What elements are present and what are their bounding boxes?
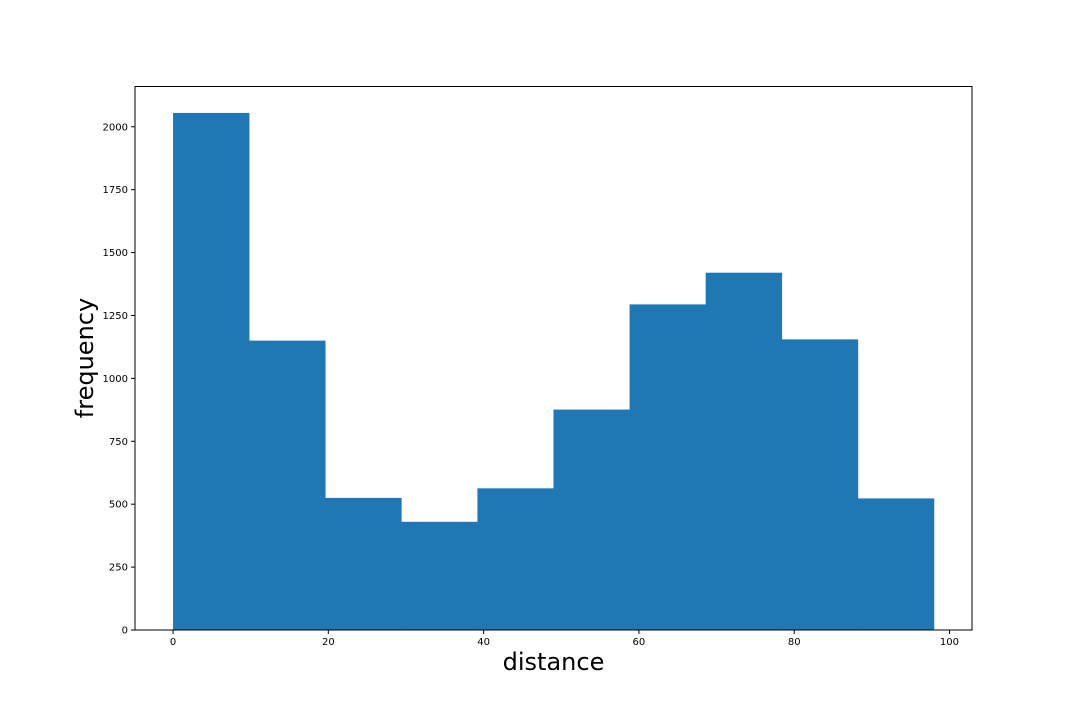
histogram-bar-8 — [705, 272, 783, 630]
histogram-bar-3 — [325, 497, 402, 630]
histogram-bar-10 — [857, 498, 935, 630]
histogram-bar-6 — [553, 409, 630, 630]
x-tick-label: 100 — [940, 637, 959, 648]
plot-frame — [134, 86, 973, 631]
histogram-bar-1 — [173, 112, 250, 630]
histogram-bar-5 — [477, 488, 554, 630]
y-tick-label: 0 — [122, 626, 128, 637]
y-tick-label: 250 — [109, 563, 128, 574]
x-tick-label: 40 — [477, 637, 490, 648]
y-axis: 0 250 500 750 1000 1250 1500 1750 2000 — [103, 122, 135, 637]
histogram-bar-4 — [401, 521, 478, 630]
x-tick-label: 20 — [322, 637, 335, 648]
y-tick-label: 750 — [109, 437, 128, 448]
y-tick-label: 1750 — [103, 185, 128, 196]
histogram-bar-7 — [629, 304, 706, 630]
x-tick-label: 80 — [788, 637, 801, 648]
x-axis-label: distance — [503, 648, 605, 676]
histogram-bar-9 — [781, 339, 859, 630]
x-tick-label: 0 — [170, 637, 176, 648]
y-tick-label: 500 — [109, 500, 128, 511]
histogram-bar-2 — [249, 340, 326, 630]
y-axis-label: frequency — [71, 298, 99, 418]
x-axis: 0 20 40 60 80 100 — [170, 630, 959, 648]
y-tick-label: 2000 — [103, 122, 128, 133]
y-tick-label: 1000 — [103, 374, 128, 385]
y-tick-label: 1250 — [103, 311, 128, 322]
y-tick-label: 1500 — [103, 248, 128, 259]
bars-group — [173, 112, 935, 630]
x-tick-label: 60 — [633, 637, 646, 648]
